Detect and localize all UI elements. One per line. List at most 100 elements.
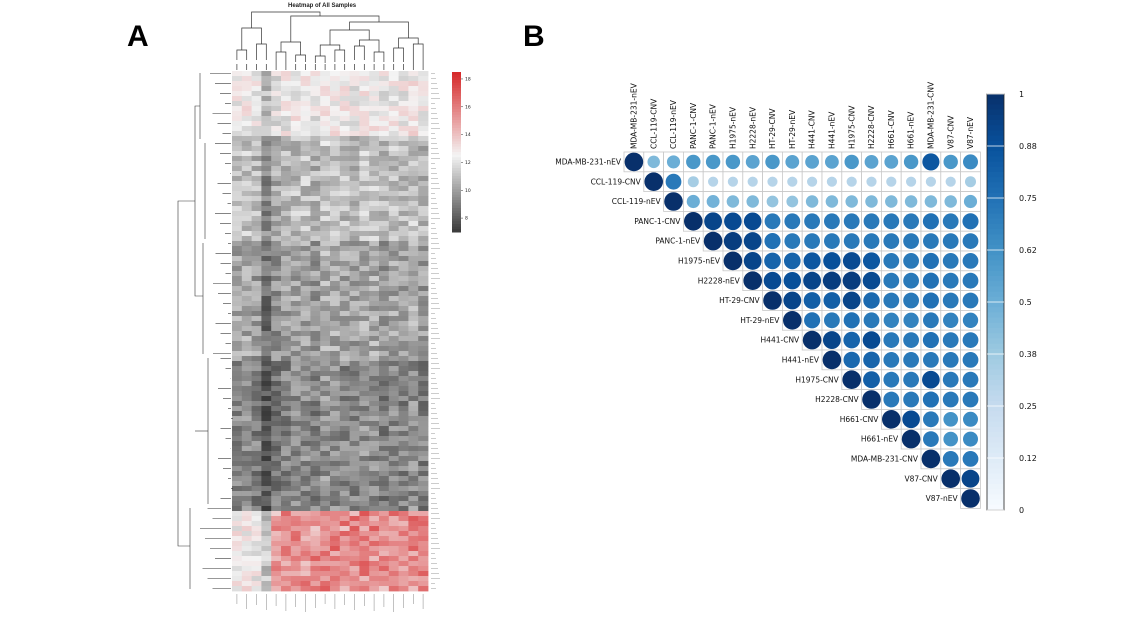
heatmap-cell (398, 326, 409, 332)
heatmap-cell (369, 296, 380, 302)
heatmap-cell (369, 221, 380, 227)
heatmap-cell (300, 196, 311, 202)
heatmap-cell (398, 496, 409, 502)
heatmap-cell (261, 421, 272, 427)
heatmap-cell (261, 376, 272, 382)
heatmap-cell (418, 371, 429, 377)
heatmap-cell (339, 91, 350, 97)
colorbar-tick-label: 14 (465, 132, 471, 138)
heatmap-cell (261, 316, 272, 322)
heatmap-cell (310, 441, 321, 447)
correlation-circle (942, 253, 959, 269)
heatmap-cell (300, 166, 311, 172)
heatmap-cell (241, 561, 252, 567)
heatmap-cell (241, 441, 252, 447)
heatmap-cell (349, 571, 360, 577)
heatmap-cell (281, 396, 292, 402)
heatmap-cell (290, 296, 301, 302)
heatmap-cell (281, 366, 292, 372)
correlation-circle (903, 352, 919, 368)
heatmap-cell (369, 186, 380, 192)
heatmap-cell (310, 436, 321, 442)
heatmap-cell (359, 256, 370, 262)
heatmap-cell (251, 121, 262, 127)
heatmap-cell (398, 226, 409, 232)
heatmap-cell (300, 411, 311, 417)
heatmap-cell (290, 76, 301, 82)
heatmap-cell (300, 226, 311, 232)
heatmap-cell (398, 471, 409, 477)
heatmap-cell (310, 271, 321, 277)
heatmap-cell (251, 246, 262, 252)
correlation-circle (684, 212, 703, 231)
heatmap-cell (418, 441, 429, 447)
correlation-circle (803, 292, 821, 309)
colorbar-segment (987, 172, 1004, 178)
heatmap-cell (232, 386, 243, 392)
heatmap-cell (339, 136, 350, 142)
heatmap-cell (379, 126, 390, 132)
heatmap-cell (241, 276, 252, 282)
heatmap-cell (300, 181, 311, 187)
heatmap-cell (261, 411, 272, 417)
heatmap-cell (379, 136, 390, 142)
heatmap-cell (310, 541, 321, 547)
heatmap-cell (388, 401, 399, 407)
heatmap-cell (300, 281, 311, 287)
heatmap-cell (290, 501, 301, 507)
heatmap-cell (290, 386, 301, 392)
column-dendrogram (236, 11, 424, 70)
heatmap-cell (418, 266, 429, 272)
heatmap-cell (369, 361, 380, 367)
heatmap-cell (388, 541, 399, 547)
heatmap-cell (398, 311, 409, 317)
colorbar-segment (987, 307, 1004, 313)
heatmap-cell (339, 306, 350, 312)
heatmap-cell (310, 231, 321, 237)
heatmap-cell (369, 331, 380, 337)
colorbar-segment (452, 165, 461, 169)
heatmap-cell (281, 451, 292, 457)
heatmap-cell (251, 371, 262, 377)
heatmap-cell (359, 311, 370, 317)
heatmap-cell (379, 401, 390, 407)
colorbar-segment (452, 152, 461, 156)
heatmap-cell (349, 486, 360, 492)
heatmap-cell (232, 231, 243, 237)
heatmap-cell (300, 396, 311, 402)
heatmap-cell (369, 226, 380, 232)
column-label: V87-CNV (946, 115, 955, 149)
heatmap-cell (281, 266, 292, 272)
heatmap-cell (261, 371, 272, 377)
correlation-circle (842, 271, 861, 290)
heatmap-cell (271, 401, 282, 407)
correlation-circle (882, 410, 901, 429)
heatmap-cell (398, 296, 409, 302)
correlation-circle (743, 271, 762, 291)
heatmap-cell (232, 321, 243, 327)
heatmap-cell (388, 236, 399, 242)
correlation-circle (962, 272, 979, 289)
heatmap-cell (339, 311, 350, 317)
heatmap-cell (241, 351, 252, 357)
heatmap-cell (339, 416, 350, 422)
heatmap-cell (379, 426, 390, 432)
heatmap-cell (310, 141, 321, 147)
correlation-circle (903, 233, 919, 249)
correlation-circle (863, 371, 880, 389)
heatmap-cell (388, 181, 399, 187)
heatmap-cell (339, 106, 350, 112)
colorbar-segment (452, 200, 461, 204)
heatmap-cell (261, 446, 272, 452)
heatmap-cell (349, 171, 360, 177)
heatmap-cell (290, 556, 301, 562)
heatmap-cell (349, 421, 360, 427)
heatmap-cell (418, 346, 429, 352)
heatmap-cell (251, 471, 262, 477)
heatmap-cell (271, 421, 282, 427)
heatmap-cell (310, 571, 321, 577)
heatmap-cell (241, 221, 252, 227)
heatmap-cell (359, 476, 370, 482)
colorbar-segment (452, 218, 461, 222)
heatmap-cell (398, 431, 409, 437)
